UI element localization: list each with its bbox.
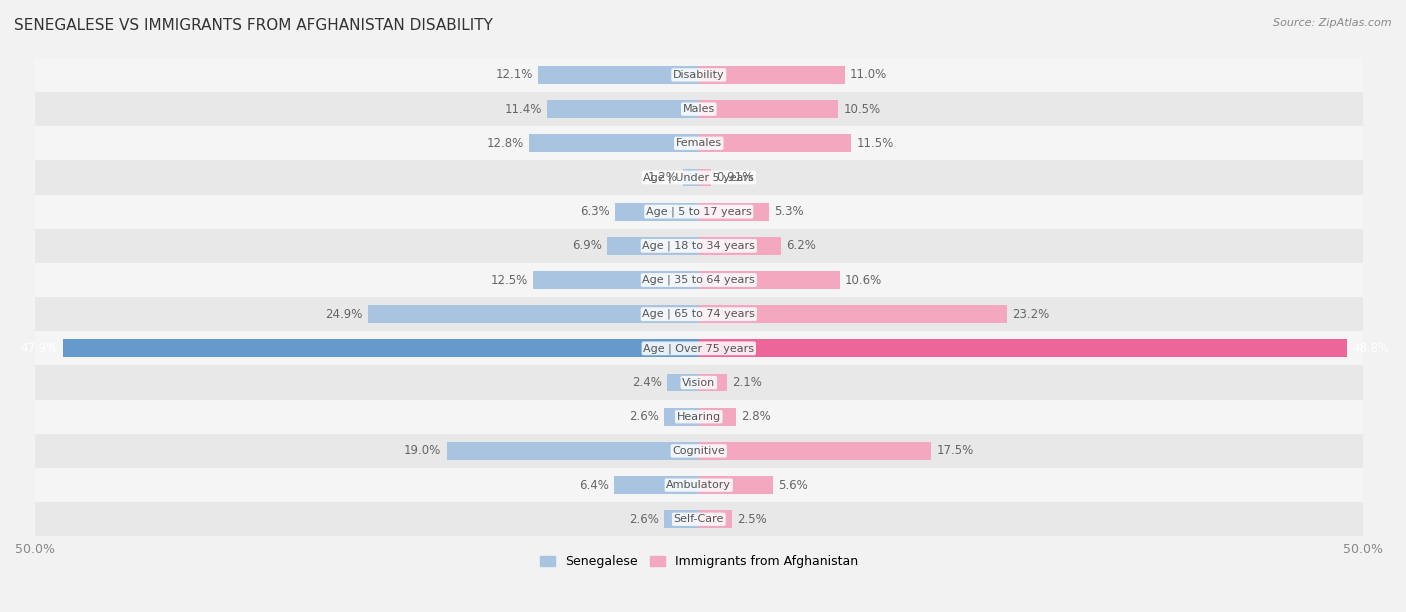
Bar (35, 58, 1362, 92)
Text: 24.9%: 24.9% (326, 308, 363, 321)
Text: Disability: Disability (673, 70, 724, 80)
Bar (699, 305, 1007, 323)
Text: 6.9%: 6.9% (572, 239, 602, 252)
Bar (35, 297, 1362, 331)
Text: 1.2%: 1.2% (648, 171, 678, 184)
Bar (35, 263, 1362, 297)
Bar (699, 203, 769, 220)
Bar (547, 100, 699, 118)
Text: Source: ZipAtlas.com: Source: ZipAtlas.com (1274, 18, 1392, 28)
Bar (35, 502, 1362, 536)
Text: 17.5%: 17.5% (936, 444, 974, 457)
Bar (35, 92, 1362, 126)
Text: 2.1%: 2.1% (733, 376, 762, 389)
Bar (699, 100, 838, 118)
Bar (35, 468, 1362, 502)
Bar (699, 408, 735, 425)
Text: 10.5%: 10.5% (844, 103, 880, 116)
Bar (35, 331, 1362, 365)
Bar (699, 135, 852, 152)
Legend: Senegalese, Immigrants from Afghanistan: Senegalese, Immigrants from Afghanistan (534, 550, 863, 573)
Bar (35, 365, 1362, 400)
Bar (35, 126, 1362, 160)
Text: Age | 5 to 17 years: Age | 5 to 17 years (645, 206, 752, 217)
Bar (666, 374, 699, 392)
Text: 11.0%: 11.0% (851, 69, 887, 81)
Text: Males: Males (683, 104, 714, 114)
Text: Age | Under 5 years: Age | Under 5 years (644, 172, 754, 183)
Text: Age | 18 to 34 years: Age | 18 to 34 years (643, 241, 755, 251)
Text: 23.2%: 23.2% (1012, 308, 1049, 321)
Bar (533, 271, 699, 289)
Text: 5.3%: 5.3% (775, 205, 804, 218)
Bar (699, 66, 845, 84)
Text: 2.6%: 2.6% (628, 410, 659, 424)
Bar (699, 374, 727, 392)
Bar (529, 135, 699, 152)
Bar (35, 160, 1362, 195)
Text: Vision: Vision (682, 378, 716, 387)
Text: 6.4%: 6.4% (579, 479, 609, 491)
Text: 48.8%: 48.8% (1353, 342, 1389, 355)
Text: Ambulatory: Ambulatory (666, 480, 731, 490)
Text: 6.2%: 6.2% (786, 239, 817, 252)
Bar (538, 66, 699, 84)
Text: Age | 65 to 74 years: Age | 65 to 74 years (643, 309, 755, 319)
Bar (699, 340, 1347, 357)
Text: 19.0%: 19.0% (404, 444, 441, 457)
Bar (699, 510, 733, 528)
Bar (699, 271, 839, 289)
Bar (614, 476, 699, 494)
Bar (699, 168, 711, 187)
Text: 11.5%: 11.5% (856, 137, 894, 150)
Text: 47.9%: 47.9% (20, 342, 58, 355)
Text: 2.4%: 2.4% (631, 376, 662, 389)
Text: 11.4%: 11.4% (505, 103, 543, 116)
Bar (447, 442, 699, 460)
Bar (699, 476, 773, 494)
Text: 12.8%: 12.8% (486, 137, 523, 150)
Text: Self-Care: Self-Care (673, 514, 724, 524)
Text: 6.3%: 6.3% (581, 205, 610, 218)
Bar (607, 237, 699, 255)
Text: 2.6%: 2.6% (628, 513, 659, 526)
Text: 12.5%: 12.5% (491, 274, 527, 286)
Text: Females: Females (676, 138, 721, 148)
Bar (699, 442, 931, 460)
Bar (35, 195, 1362, 229)
Bar (683, 168, 699, 187)
Text: Age | Over 75 years: Age | Over 75 years (644, 343, 754, 354)
Bar (699, 237, 782, 255)
Bar (368, 305, 699, 323)
Bar (35, 434, 1362, 468)
Text: Age | 35 to 64 years: Age | 35 to 64 years (643, 275, 755, 285)
Bar (664, 408, 699, 425)
Text: Cognitive: Cognitive (672, 446, 725, 456)
Bar (664, 510, 699, 528)
Text: 2.5%: 2.5% (737, 513, 768, 526)
Bar (63, 340, 699, 357)
Bar (35, 400, 1362, 434)
Text: Hearing: Hearing (676, 412, 721, 422)
Text: 0.91%: 0.91% (716, 171, 754, 184)
Text: SENEGALESE VS IMMIGRANTS FROM AFGHANISTAN DISABILITY: SENEGALESE VS IMMIGRANTS FROM AFGHANISTA… (14, 18, 494, 34)
Bar (35, 229, 1362, 263)
Text: 10.6%: 10.6% (845, 274, 882, 286)
Text: 5.6%: 5.6% (779, 479, 808, 491)
Text: 12.1%: 12.1% (495, 69, 533, 81)
Text: 2.8%: 2.8% (741, 410, 770, 424)
Bar (616, 203, 699, 220)
